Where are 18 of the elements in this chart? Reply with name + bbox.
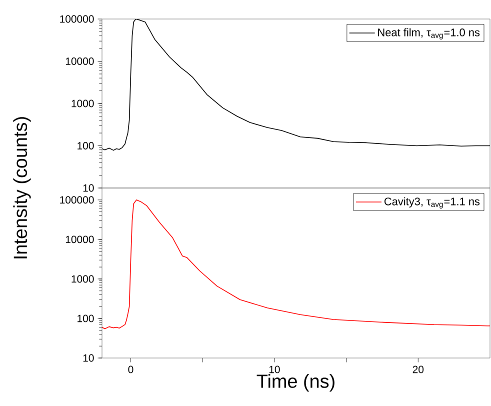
y-tick-label: 100 bbox=[78, 314, 94, 322]
legend-label: Cavity3, τ$_{avg}$=1.1 ns bbox=[384, 197, 480, 208]
y-tick-label: 10 bbox=[83, 184, 94, 192]
y-tick-label: 10000 bbox=[66, 236, 94, 244]
line-series bbox=[102, 19, 490, 151]
x-tick-label: 0 bbox=[128, 366, 134, 374]
y-tick-label: 1000 bbox=[72, 100, 94, 108]
y-axis-title: Intensity (counts) bbox=[13, 117, 31, 258]
y-tick-label: 1000 bbox=[72, 275, 94, 283]
y-tick-label: 100000 bbox=[60, 15, 94, 23]
legend-label: Neat film, τ$_{avg}$=1.0 ns bbox=[378, 28, 480, 40]
x-tick-label: 10 bbox=[269, 366, 280, 374]
y-tick-label: 10000 bbox=[66, 58, 94, 65]
x-tick-label: 20 bbox=[412, 366, 424, 374]
x-axis-title: Time (ns) bbox=[256, 374, 334, 392]
y-tick-label: 100000 bbox=[60, 196, 94, 204]
y-tick-label: 10 bbox=[83, 354, 94, 362]
y-tick-label: 100 bbox=[78, 142, 94, 150]
